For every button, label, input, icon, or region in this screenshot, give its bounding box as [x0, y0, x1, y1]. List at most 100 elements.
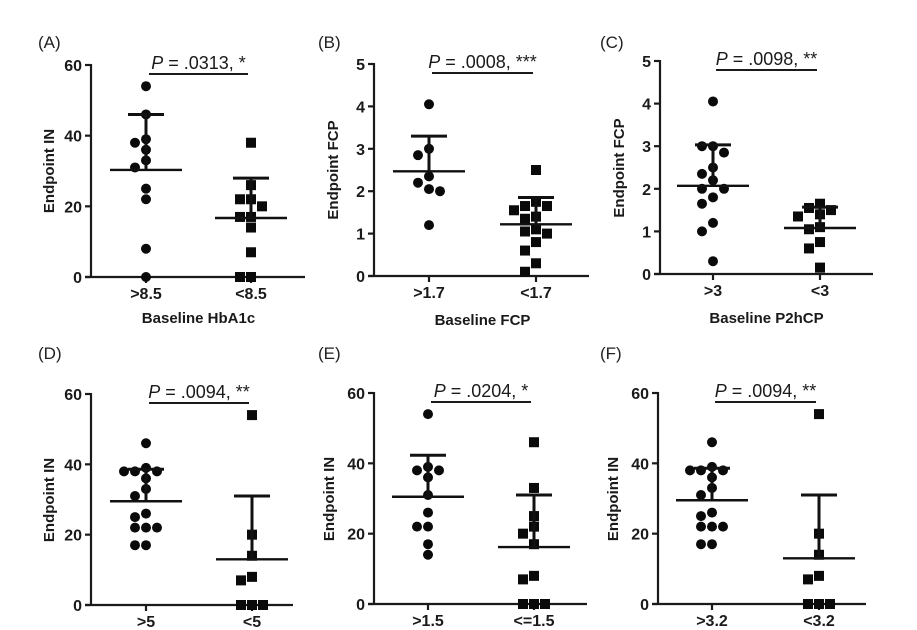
- panel-e-point: [423, 409, 433, 420]
- panel-b-label: (B): [318, 33, 341, 52]
- panel-d-y-tick-label: 60: [64, 387, 82, 404]
- panel-e-point: [529, 437, 539, 448]
- panel-f-x-tick-label: <3.2: [803, 613, 835, 630]
- panel-c-point: [697, 198, 707, 209]
- panel-d-point: [236, 600, 246, 610]
- panel-e-point: [423, 539, 433, 550]
- panel-a-point: [235, 272, 245, 282]
- panel-b-point: [413, 150, 423, 161]
- panel-b-point: [424, 99, 434, 110]
- panel-e-y-tick-label: 0: [356, 597, 365, 614]
- panel-f-point: [707, 437, 717, 448]
- panel-f-point: [803, 599, 813, 609]
- panel-b-point: [531, 224, 541, 235]
- panel-c-point: [708, 256, 718, 267]
- panel-c-y-title: Endpoint FCP: [611, 118, 628, 217]
- panel-b-y-tick-label: 3: [356, 142, 365, 159]
- panel-a-label: (A): [38, 33, 61, 52]
- panel-b-y-tick-label: 1: [356, 227, 365, 244]
- panel-a-p-symbol: P: [151, 53, 163, 73]
- panel-a-point: [141, 183, 151, 194]
- panel-b-point: [424, 184, 434, 195]
- panel-d-point: [141, 508, 151, 519]
- panel-a-x-tick-label: <8.5: [235, 286, 267, 303]
- panel-e-point: [423, 549, 433, 560]
- panel-b-point: [542, 201, 552, 212]
- panel-e-point: [529, 599, 539, 609]
- panel-e-y-tick-label: 40: [347, 456, 365, 473]
- panel-a-point: [246, 247, 256, 258]
- panel-e-point: [412, 521, 422, 532]
- panel-a-point: [141, 243, 151, 254]
- panel-e-y-tick-label: 60: [347, 386, 365, 403]
- panel-f-label: (F): [600, 344, 622, 363]
- panel-b-point: [435, 186, 445, 197]
- panel-b-point: [520, 201, 530, 212]
- panel-c-point: [708, 96, 718, 107]
- panel-b-point: [509, 205, 519, 216]
- panel-d-y-title: Endpoint IN: [41, 458, 58, 542]
- panel-f-point: [707, 539, 717, 550]
- panel-c-point: [793, 211, 803, 222]
- panel-f-x-tick-label: >3.2: [696, 613, 728, 630]
- panel-e-point: [529, 570, 539, 581]
- panel-a-point: [246, 222, 256, 233]
- panel-b-x-tick-label: >1.7: [413, 285, 445, 302]
- panel-b-y-tick-label: 2: [356, 184, 365, 201]
- panel-b-point: [531, 237, 541, 248]
- panel-e-point: [434, 465, 444, 476]
- panel-b-y-title: Endpoint FCP: [325, 120, 342, 219]
- panel-a-point: [141, 272, 151, 282]
- panel-e-point: [423, 507, 433, 518]
- panel-a-point: [130, 137, 140, 148]
- panel-e-p-text: = .0204, *: [446, 381, 529, 401]
- panel-d-point: [258, 600, 268, 610]
- panel-e-y-tick-label: 20: [347, 527, 365, 544]
- panel-d-x-tick-label: <5: [243, 614, 261, 630]
- panel-d-point: [130, 540, 140, 551]
- panel-f-p-symbol: P: [715, 381, 727, 401]
- panel-c-point: [697, 168, 707, 179]
- panel-f-point: [814, 570, 824, 581]
- panel-c-x-tick-label: <3: [811, 283, 829, 300]
- panel-b-p-value: P = .0008, ***: [428, 52, 537, 72]
- panel-f-p-value: P = .0094, **: [715, 381, 817, 401]
- panel-e-point: [540, 599, 550, 609]
- panel-d-y-tick-label: 20: [64, 528, 82, 545]
- panel-d-y-tick-label: 0: [73, 598, 82, 615]
- panel-a-x-tick-label: >8.5: [130, 286, 162, 303]
- panel-e-point: [518, 574, 528, 585]
- panel-d-label: (D): [38, 344, 62, 363]
- panel-a-y-tick-label: 40: [64, 129, 82, 146]
- panel-e-point: [518, 528, 528, 539]
- panel-f-point: [696, 539, 706, 550]
- panel-f-point: [707, 521, 717, 532]
- panel-c-point: [708, 192, 718, 203]
- panel-e-point: [529, 482, 539, 493]
- panel-d-point: [130, 522, 140, 533]
- panel-e-y-title: Endpoint IN: [321, 457, 338, 541]
- panel-d-y-tick-label: 40: [64, 457, 82, 474]
- panel-c-point: [815, 262, 825, 273]
- panel-d-point: [152, 522, 162, 533]
- panel-b-point: [542, 228, 552, 239]
- panel-d-point: [141, 540, 151, 551]
- panel-f-point: [825, 599, 835, 609]
- panel-b-y-tick-label: 4: [356, 99, 365, 116]
- panel-d-p-value: P = .0094, **: [148, 382, 250, 402]
- panel-d-point: [141, 438, 151, 449]
- panel-f-point: [696, 521, 706, 532]
- panel-c-point: [815, 237, 825, 248]
- panel-e-p-value: P = .0204, *: [434, 381, 529, 401]
- panel-b-point: [531, 165, 541, 175]
- panel-c-point: [815, 198, 825, 209]
- panel-b-y-tick-label: 0: [356, 269, 365, 286]
- panel-f-point: [803, 574, 813, 585]
- panel-f-point: [685, 465, 695, 476]
- panel-c-y-tick-label: 1: [642, 224, 651, 241]
- panel-e-point: [423, 521, 433, 532]
- panel-d-point: [130, 512, 140, 523]
- panel-b-p-text: = .0008, ***: [440, 52, 537, 72]
- panel-a-point: [257, 201, 267, 212]
